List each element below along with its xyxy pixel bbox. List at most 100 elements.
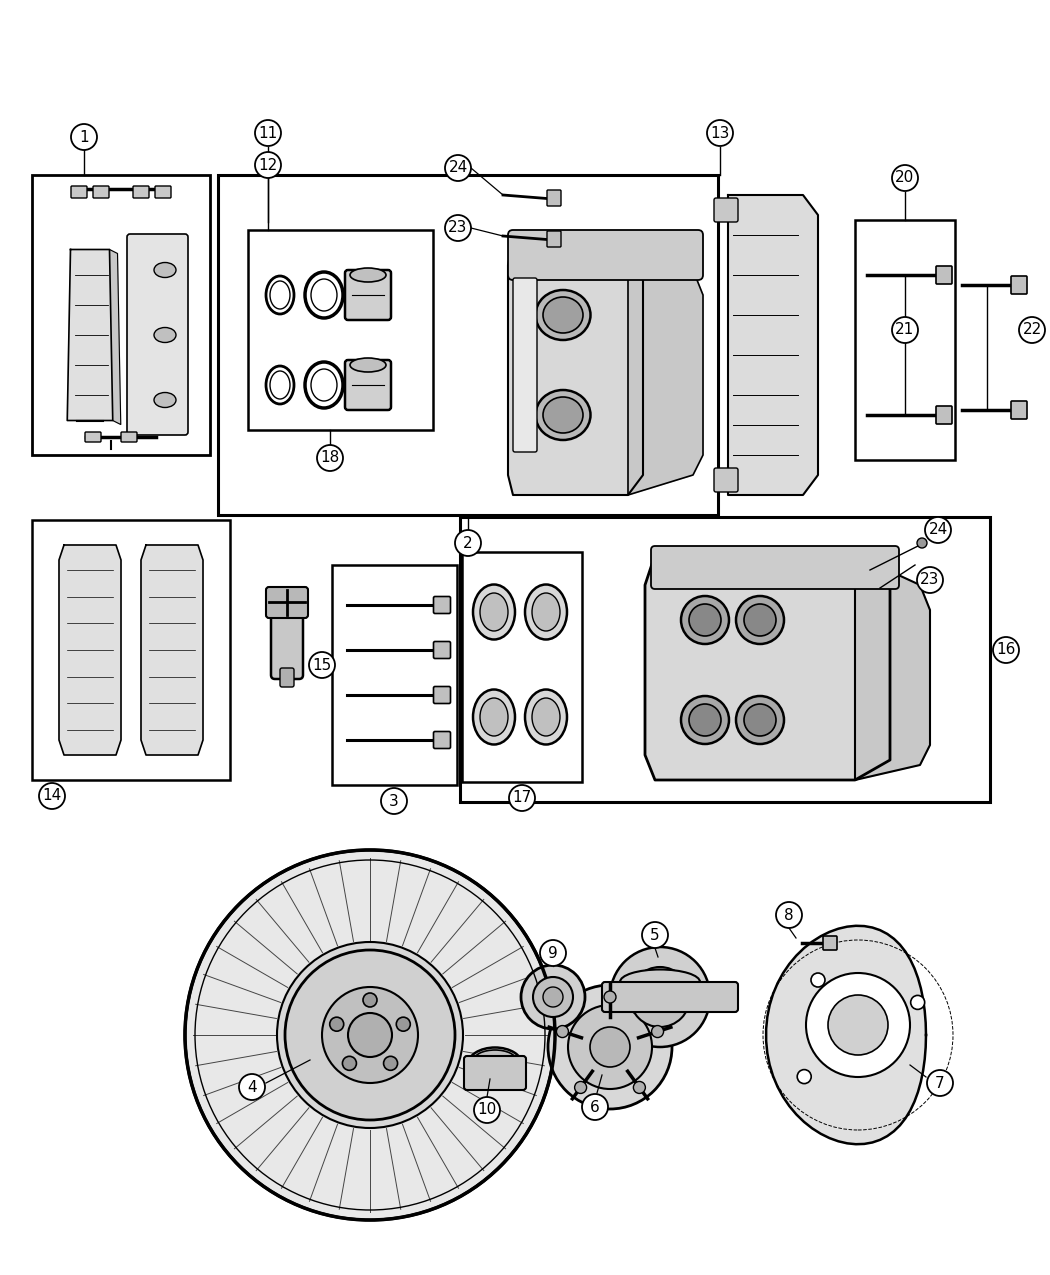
Ellipse shape <box>270 280 290 309</box>
Ellipse shape <box>744 604 776 636</box>
Text: 14: 14 <box>42 788 62 803</box>
FancyBboxPatch shape <box>547 231 561 247</box>
Circle shape <box>342 1056 356 1070</box>
FancyBboxPatch shape <box>434 686 450 704</box>
Circle shape <box>556 1025 568 1038</box>
FancyBboxPatch shape <box>345 270 391 320</box>
Circle shape <box>642 922 668 949</box>
Ellipse shape <box>689 704 721 736</box>
Ellipse shape <box>266 275 294 314</box>
Bar <box>855 221 956 460</box>
Circle shape <box>630 966 690 1026</box>
Circle shape <box>71 124 97 150</box>
FancyBboxPatch shape <box>93 186 109 198</box>
Text: 2: 2 <box>463 536 472 551</box>
Bar <box>460 516 990 802</box>
Ellipse shape <box>736 696 784 745</box>
Text: 23: 23 <box>920 572 940 588</box>
Text: 24: 24 <box>448 161 467 176</box>
Ellipse shape <box>532 697 560 736</box>
FancyBboxPatch shape <box>1011 275 1027 295</box>
Circle shape <box>568 1005 652 1089</box>
Circle shape <box>317 445 343 470</box>
FancyBboxPatch shape <box>127 235 188 435</box>
Circle shape <box>993 638 1018 663</box>
Bar <box>462 552 582 782</box>
Polygon shape <box>508 240 643 495</box>
Polygon shape <box>109 250 121 425</box>
Ellipse shape <box>266 366 294 404</box>
FancyBboxPatch shape <box>434 641 450 658</box>
Circle shape <box>828 994 888 1054</box>
Circle shape <box>322 987 418 1082</box>
FancyBboxPatch shape <box>71 186 87 198</box>
Circle shape <box>1018 317 1045 343</box>
Circle shape <box>521 965 585 1029</box>
Ellipse shape <box>744 704 776 736</box>
Ellipse shape <box>350 268 386 282</box>
Circle shape <box>925 516 951 543</box>
Circle shape <box>39 783 65 810</box>
Circle shape <box>548 986 672 1109</box>
Circle shape <box>383 1056 398 1070</box>
Circle shape <box>917 567 943 593</box>
Polygon shape <box>728 195 818 495</box>
Polygon shape <box>141 544 203 755</box>
Circle shape <box>543 987 563 1007</box>
Ellipse shape <box>525 584 567 640</box>
Circle shape <box>574 1081 587 1094</box>
Bar <box>248 230 433 430</box>
Ellipse shape <box>536 289 590 340</box>
Ellipse shape <box>154 263 176 278</box>
Circle shape <box>927 1070 953 1096</box>
Text: 24: 24 <box>928 523 947 538</box>
Ellipse shape <box>154 328 176 343</box>
FancyBboxPatch shape <box>513 278 537 453</box>
Circle shape <box>892 164 918 191</box>
FancyBboxPatch shape <box>266 586 308 618</box>
Ellipse shape <box>543 397 583 434</box>
Ellipse shape <box>681 696 729 745</box>
Circle shape <box>255 120 281 147</box>
Circle shape <box>455 530 481 556</box>
Ellipse shape <box>472 690 514 745</box>
Circle shape <box>707 120 733 147</box>
FancyBboxPatch shape <box>155 186 171 198</box>
Text: 11: 11 <box>258 125 277 140</box>
Text: 5: 5 <box>650 927 659 942</box>
Text: 17: 17 <box>512 790 531 806</box>
Text: 12: 12 <box>258 158 277 172</box>
FancyBboxPatch shape <box>823 936 837 950</box>
FancyBboxPatch shape <box>508 230 704 280</box>
Circle shape <box>474 1096 500 1123</box>
FancyBboxPatch shape <box>547 190 561 207</box>
Ellipse shape <box>472 584 514 640</box>
Polygon shape <box>766 926 926 1144</box>
Text: 8: 8 <box>784 908 794 923</box>
Polygon shape <box>855 555 930 780</box>
Circle shape <box>610 947 710 1047</box>
FancyBboxPatch shape <box>434 732 450 748</box>
Circle shape <box>604 991 616 1003</box>
Circle shape <box>309 652 335 678</box>
Ellipse shape <box>480 697 508 736</box>
Polygon shape <box>628 240 704 495</box>
Text: 20: 20 <box>896 171 915 185</box>
Ellipse shape <box>532 593 560 631</box>
Ellipse shape <box>543 297 583 333</box>
FancyBboxPatch shape <box>936 266 952 284</box>
Circle shape <box>533 977 573 1017</box>
Circle shape <box>509 785 536 811</box>
Polygon shape <box>67 250 112 421</box>
Circle shape <box>381 788 407 813</box>
Circle shape <box>811 973 825 987</box>
Ellipse shape <box>525 690 567 745</box>
Circle shape <box>917 538 927 548</box>
Ellipse shape <box>304 362 343 408</box>
FancyBboxPatch shape <box>651 546 899 589</box>
Circle shape <box>277 942 463 1128</box>
Ellipse shape <box>736 595 784 644</box>
FancyBboxPatch shape <box>464 1056 526 1090</box>
Text: 21: 21 <box>896 323 915 338</box>
Ellipse shape <box>154 393 176 408</box>
